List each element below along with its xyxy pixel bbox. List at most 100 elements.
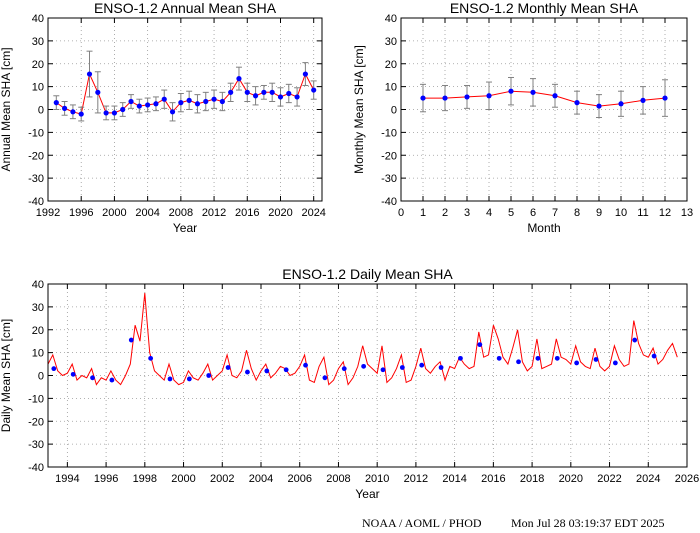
monthly-xtick-label: 6: [530, 207, 536, 219]
annual-series-line: [56, 72, 315, 115]
monthly-xtick-label: 10: [615, 207, 627, 219]
daily-annual-point: [361, 363, 367, 369]
monthly-ytick-label: 0: [391, 105, 397, 117]
daily-ytick-label: -40: [28, 462, 44, 474]
monthly-title: ENSO-1.2 Monthly Mean SHA: [450, 0, 639, 16]
annual-data-point: [53, 100, 59, 106]
daily-plot-frame: [47, 283, 688, 468]
daily-xtick-label: 2010: [365, 473, 389, 485]
daily-xtick-label: 2008: [326, 473, 350, 485]
daily-ytick-label: 30: [32, 302, 44, 314]
annual-data-point: [261, 89, 267, 95]
annual-plot-frame: [47, 17, 323, 202]
annual-data-point: [78, 111, 84, 117]
annual-xtick-label: 2024: [301, 207, 325, 219]
monthly-data-point: [530, 89, 536, 95]
daily-annual-point: [438, 365, 444, 370]
daily-ytick-label: 10: [32, 348, 44, 360]
daily-title: ENSO-1.2 Daily Mean SHA: [282, 266, 453, 282]
monthly-xtick-label: 7: [552, 207, 558, 219]
monthly-xtick-label: 0: [398, 207, 404, 219]
annual-xtick-label: 2008: [169, 207, 193, 219]
annual-data-point: [244, 89, 250, 95]
annual-data-point: [194, 101, 201, 107]
monthly-xtick-label: 13: [681, 207, 693, 219]
monthly-data-point: [596, 103, 602, 109]
daily-ytick-label: 40: [32, 279, 44, 291]
annual-data-point: [136, 103, 142, 109]
daily-xtick-label: 2004: [249, 473, 273, 485]
monthly-xtick-label: 2: [442, 207, 448, 219]
annual-ytick-label: 20: [32, 59, 44, 71]
daily-annual-point: [128, 337, 134, 343]
daily-annual-point: [516, 359, 521, 365]
daily-annual-point: [496, 355, 502, 361]
monthly-ytick-label: -20: [381, 150, 397, 162]
daily-annual-point: [206, 373, 212, 378]
annual-data-point: [178, 100, 184, 106]
monthly-ytick-label: 20: [385, 59, 397, 71]
daily-annual-point: [51, 366, 57, 372]
annual-data-point: [86, 71, 93, 77]
annual-xtick-label: 1992: [36, 207, 60, 219]
daily-xtick-label: 1998: [133, 473, 157, 485]
daily-annual-point: [593, 357, 599, 362]
footer-timestamp: Mon Jul 28 03:19:37 EDT 2025: [511, 516, 664, 530]
annual-ytick-label: -30: [28, 173, 44, 185]
monthly-panel: [400, 17, 688, 202]
annual-ytick-label: -20: [28, 150, 44, 162]
annual-ytick-label: -10: [28, 127, 44, 139]
annual-xtick-label: 2012: [202, 207, 226, 219]
annual-data-point: [302, 71, 308, 77]
daily-annual-point: [225, 365, 231, 370]
daily-annual-point: [148, 355, 154, 361]
daily-ylabel: Daily Mean SHA [cm]: [0, 319, 13, 432]
daily-annual-point: [322, 375, 328, 381]
annual-data-point: [120, 106, 126, 113]
daily-ytick-label: -30: [28, 439, 44, 451]
daily-annual-point: [186, 376, 192, 382]
annual-data-point: [169, 109, 176, 115]
daily-annual-point: [303, 362, 308, 368]
daily-xtick-label: 2014: [442, 473, 466, 485]
monthly-data-point: [640, 97, 646, 103]
monthly-data-point: [618, 101, 624, 107]
daily-xtick-label: 1994: [55, 473, 79, 485]
annual-ylabel: Annual Mean SHA [cm]: [0, 47, 13, 171]
annual-data-point: [219, 98, 225, 105]
annual-data-point: [294, 94, 300, 100]
annual-data-point: [161, 96, 167, 102]
annual-data-point: [128, 98, 134, 105]
daily-annual-point: [264, 368, 270, 374]
daily-annual-point: [70, 371, 76, 377]
annual-data-point: [145, 102, 151, 108]
daily-annual-point: [477, 342, 483, 348]
monthly-ytick-label: 30: [385, 36, 397, 48]
monthly-xtick-label: 9: [596, 207, 602, 219]
monthly-ytick-label: -30: [381, 173, 397, 185]
daily-annual-point: [109, 377, 115, 383]
daily-annual-point: [380, 367, 386, 373]
monthly-xtick-label: 5: [508, 207, 514, 219]
daily-xtick-label: 2002: [210, 473, 234, 485]
monthly-ytick-label: -40: [381, 196, 397, 208]
monthly-xtick-label: 4: [486, 207, 492, 219]
monthly-ytick-label: 10: [385, 82, 397, 94]
annual-xlabel: Year: [173, 221, 197, 235]
daily-xtick-label: 2016: [481, 473, 505, 485]
annual-ytick-label: 10: [32, 82, 44, 94]
annual-data-point: [277, 94, 284, 100]
monthly-ylabel: Monthly Mean SHA [cm]: [352, 45, 366, 174]
annual-ytick-label: 0: [38, 105, 44, 117]
annual-xtick-label: 2000: [102, 207, 126, 219]
monthly-xtick-label: 3: [464, 207, 470, 219]
annual-panel: [47, 17, 323, 202]
annual-data-point: [203, 98, 209, 105]
daily-annual-point: [167, 376, 173, 382]
daily-annual-point: [632, 337, 638, 343]
daily-xtick-label: 2026: [675, 473, 699, 485]
daily-xtick-label: 1996: [94, 473, 118, 485]
daily-xtick-label: 2020: [559, 473, 583, 485]
annual-title: ENSO-1.2 Annual Mean SHA: [94, 0, 277, 16]
monthly-data-point: [552, 93, 558, 99]
